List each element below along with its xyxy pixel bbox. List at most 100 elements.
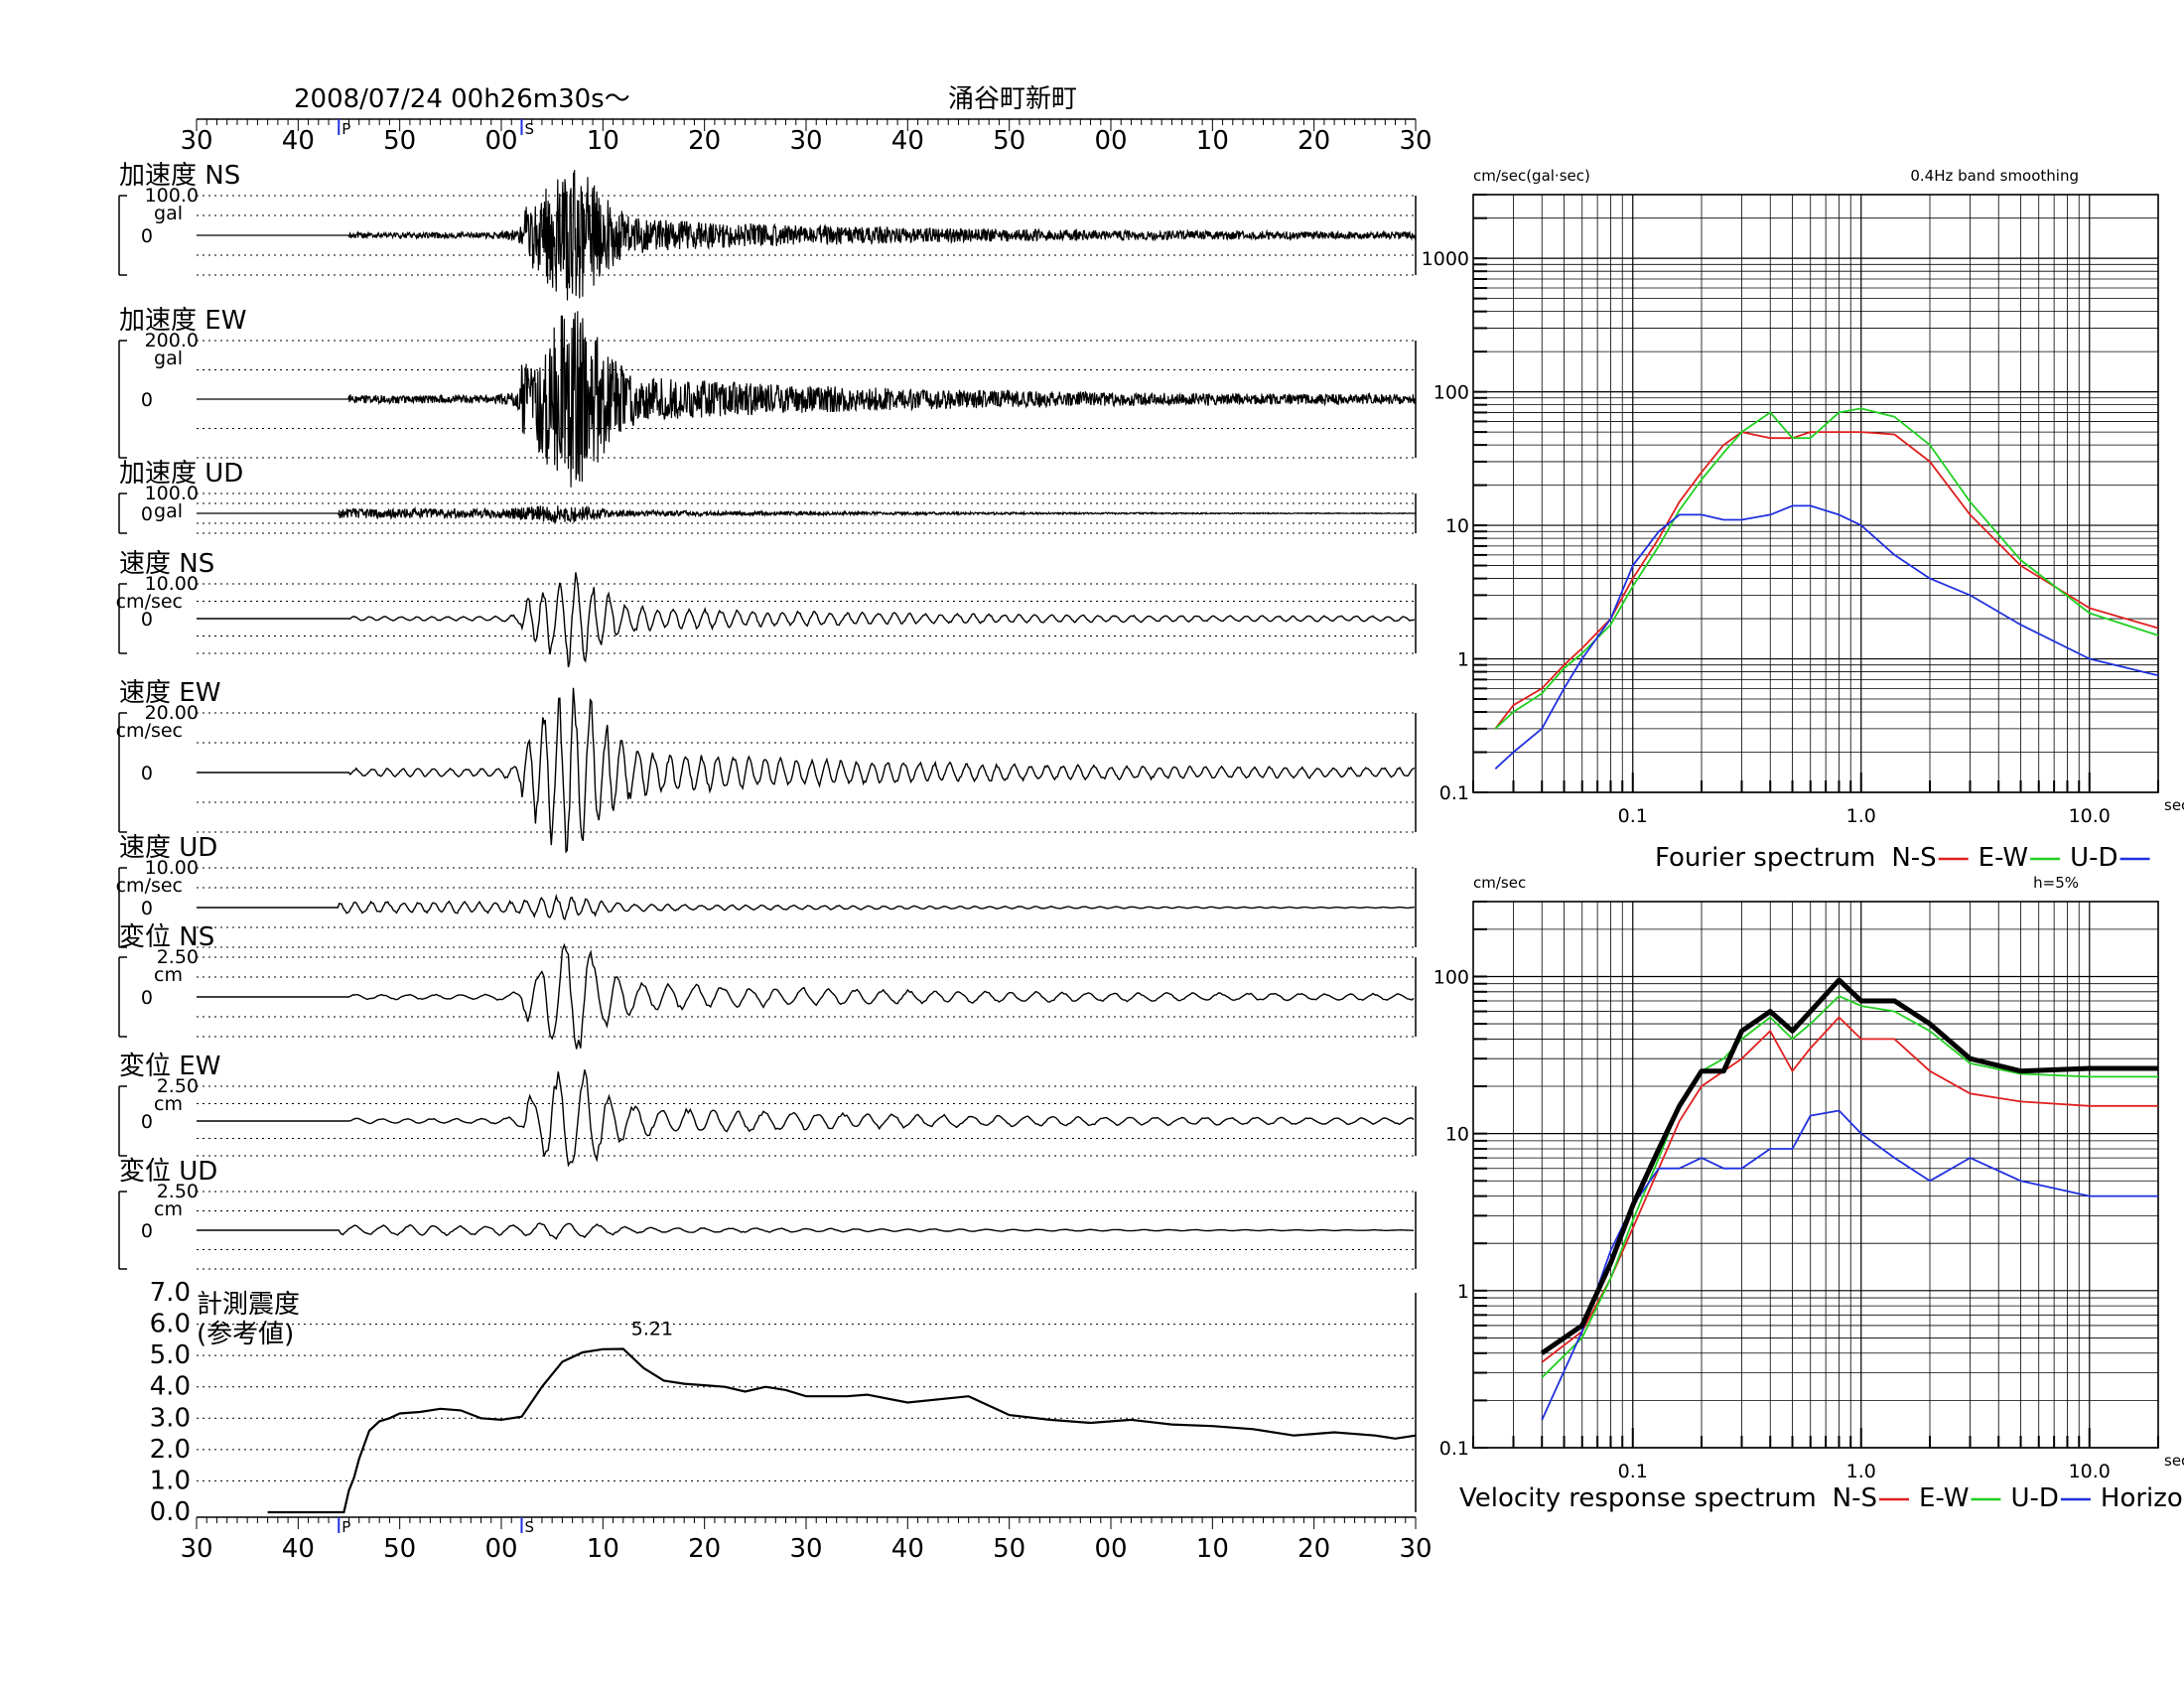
- intensity-max-label: 5.21: [631, 1319, 673, 1340]
- trace-unit: cm/sec: [116, 875, 183, 897]
- fourier-x-tick-label: 10.0: [2069, 805, 2111, 827]
- trace-zero-label: 0: [141, 1111, 153, 1133]
- top-tick-label: 30: [789, 126, 822, 156]
- trace-zero-label: 0: [141, 503, 153, 525]
- intensity-line: [267, 1347, 1417, 1514]
- top-tick-label: 20: [1297, 126, 1330, 156]
- response-y-tick-label: 10: [1445, 1124, 1469, 1146]
- trace-scale: 2.50: [157, 1181, 199, 1202]
- bottom-tick-label: 20: [1297, 1534, 1330, 1564]
- response-series-horizon: [1540, 977, 2158, 1355]
- trace-unit: cm/sec: [116, 720, 183, 742]
- intensity-label: 計測震度: [197, 1290, 300, 1320]
- record-datetime: 2008/07/24 00h26m30s〜: [294, 84, 630, 114]
- fourier-spectrum-chart: 0.1 1.0 10.0 1000 100 10 1 0.1 sec cm/sec(gal·sec…: [1422, 167, 2184, 873]
- bottom-s-label: S: [524, 1518, 534, 1536]
- fourier-x-unit: sec: [2164, 796, 2184, 814]
- response-y-tick-label: 1: [1457, 1281, 1469, 1303]
- response-series-e-w: [1541, 995, 2158, 1378]
- response-series-u-d: [1541, 1109, 2158, 1421]
- fourier-frame: [1472, 194, 2159, 793]
- response-y-tick-label: 100: [1433, 966, 1469, 988]
- intensity-tick-label: 0.0: [150, 1497, 191, 1527]
- top-s-label: S: [524, 120, 534, 138]
- waveform-line: [197, 893, 1415, 921]
- fourier-legend-title: Fourier spectrum: [1655, 843, 1875, 873]
- trace-unit: cm: [154, 1093, 183, 1115]
- response-series-n-s: [1541, 1016, 2158, 1363]
- intensity-tick-label: 5.0: [150, 1340, 191, 1370]
- intensity-panel: 計測震度 (参考値) 7.06.05.04.03.02.01.00.05.21: [150, 1278, 1417, 1527]
- top-tick-label: 20: [688, 126, 721, 156]
- trace-scale: 10.00: [145, 857, 199, 879]
- bottom-tick-label: 10: [1196, 1534, 1229, 1564]
- trace-label: 速度 UD: [119, 833, 217, 863]
- bottom-tick-label: 50: [383, 1534, 416, 1564]
- fourier-series-e-w: [1494, 407, 2159, 730]
- waveform-line: [197, 572, 1416, 668]
- trace-unit: cm/sec: [116, 591, 183, 613]
- bottom-tick-label: 30: [1399, 1534, 1432, 1564]
- waveform-line: [197, 942, 1415, 1050]
- top-p-label: P: [341, 120, 350, 138]
- response-legend-entry-n-s: N-S: [1833, 1483, 1877, 1513]
- intensity-tick-label: 1.0: [150, 1466, 191, 1495]
- bottom-tick-label: 40: [891, 1534, 924, 1564]
- trace-unit: gal: [154, 203, 183, 224]
- fourier-series-u-d: [1494, 504, 2159, 770]
- top-tick-label: 10: [1196, 126, 1229, 156]
- trace-unit: gal: [154, 500, 183, 522]
- bottom-tick-label: 30: [789, 1534, 822, 1564]
- trace-zero-label: 0: [141, 389, 153, 411]
- response-legend-entry-e-w: E-W: [1919, 1483, 1969, 1513]
- fourier-legend-entry-e-w: E-W: [1979, 843, 2028, 873]
- response-x-tick-label: 0.1: [1618, 1461, 1648, 1482]
- response-x-unit: sec: [2164, 1452, 2184, 1470]
- trace-zero-label: 0: [141, 763, 153, 784]
- trace-scale: 2.50: [157, 946, 199, 968]
- fourier-title: 0.4Hz band smoothing: [1910, 167, 2079, 185]
- top-time-axis: 30 40 50 00 10 20 30 40 50 00 10 20 30 P S: [180, 118, 1433, 156]
- trace-scale: 100.0: [145, 185, 199, 207]
- response-legend-entry-u-d: U-D: [2010, 1483, 2058, 1513]
- bottom-tick-label: 00: [484, 1534, 517, 1564]
- intensity-tick-label: 6.0: [150, 1310, 191, 1339]
- bottom-tick-label: 20: [688, 1534, 721, 1564]
- fourier-x-tick-label: 1.0: [1846, 805, 1876, 827]
- trace-label: 速度 NS: [119, 549, 214, 579]
- trace-label: 加速度 UD: [119, 459, 243, 489]
- fourier-y-tick-label: 1000: [1422, 248, 1469, 270]
- intensity-tick-label: 3.0: [150, 1403, 191, 1433]
- trace-label: 変位 UD: [119, 1157, 217, 1187]
- trace-zero-label: 0: [141, 1220, 153, 1242]
- bottom-tick-label: 10: [587, 1534, 619, 1564]
- waveform-line: [197, 505, 1417, 523]
- trace-unit: gal: [154, 348, 183, 369]
- fourier-y-tick-label: 1: [1457, 649, 1469, 671]
- trace-zero-label: 0: [141, 987, 153, 1009]
- bottom-tick-label: 50: [993, 1534, 1025, 1564]
- trace-label: 速度 EW: [119, 678, 220, 708]
- response-x-tick-label: 1.0: [1846, 1461, 1876, 1482]
- response-title: h=5%: [2033, 874, 2079, 892]
- trace-label: 加速度 EW: [119, 306, 246, 336]
- trace-label: 変位 NS: [119, 922, 214, 952]
- trace-scale: 100.0: [145, 483, 199, 504]
- trace-scale: 10.00: [145, 573, 199, 595]
- response-y-unit: cm/sec: [1473, 874, 1526, 892]
- velocity-response-chart: 0.1 1.0 10.0 100 10 1 0.1 sec cm/sec h=5% Velocity…: [1433, 874, 2184, 1513]
- response-x-tick-label: 10.0: [2069, 1461, 2111, 1482]
- bottom-tick-label: 00: [1094, 1534, 1127, 1564]
- fourier-y-tick-label: 100: [1433, 382, 1469, 404]
- trace-label: 加速度 NS: [119, 161, 240, 191]
- trace-scale: 20.00: [145, 702, 199, 724]
- fourier-series-n-s: [1494, 431, 2159, 730]
- bottom-p-label: P: [341, 1518, 350, 1536]
